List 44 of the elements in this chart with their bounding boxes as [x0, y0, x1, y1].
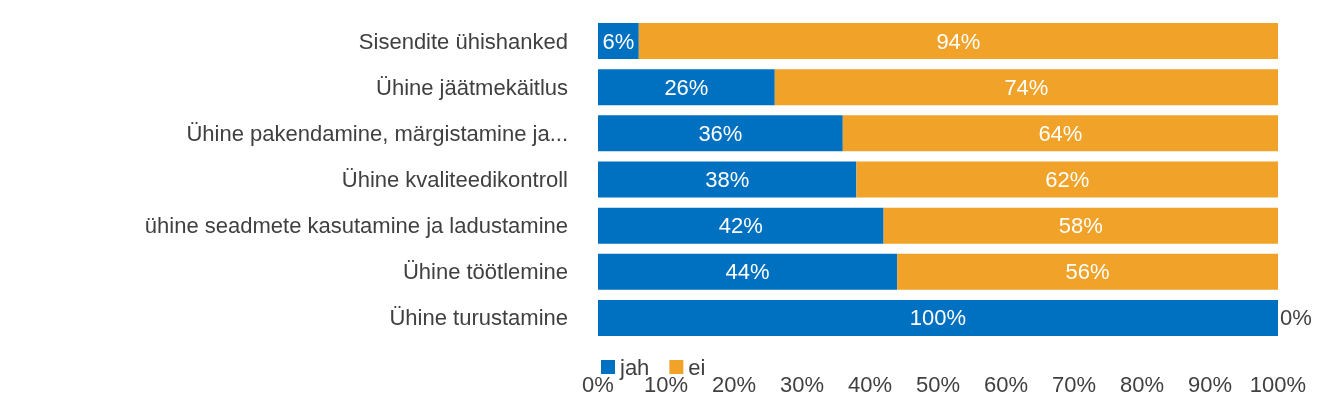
bar: [842, 115, 1278, 152]
data-label: 62%: [1045, 167, 1090, 192]
x-tick-label: 30%: [779, 371, 825, 397]
bar: [638, 23, 1278, 60]
data-label: 26%: [664, 74, 709, 100]
x-tick-label: 0%: [582, 371, 614, 397]
x-tick-label: 20%: [711, 371, 757, 397]
data-label: 56%: [1065, 259, 1110, 285]
x-tick-label: 50%: [915, 371, 961, 397]
x-tick-label: 90%: [1187, 371, 1233, 397]
bar: [598, 299, 1278, 336]
data-label: 58%: [1058, 213, 1103, 239]
x-tick-label: 100%: [1249, 371, 1307, 397]
data-label: 64%: [1038, 120, 1083, 146]
data-label: 36%: [698, 120, 743, 146]
y-tick-label: ühine seadmete kasutamine ja ladustamine: [144, 213, 568, 239]
y-tick-label: Ühine kvaliteedikontroll: [341, 167, 568, 192]
data-label: 100%: [909, 305, 967, 331]
data-label: 44%: [725, 259, 770, 285]
legend-label: ei: [688, 354, 706, 380]
x-tick-label: 40%: [847, 371, 893, 397]
y-tick-label: Ühine jäätmekäitlus: [376, 74, 568, 100]
bar: [598, 69, 775, 106]
x-tick-label: 70%: [1051, 371, 1097, 397]
bar: [897, 253, 1278, 290]
bar: [856, 161, 1278, 198]
data-label: 94%: [936, 28, 981, 54]
bar: [883, 207, 1278, 244]
bar: [774, 69, 1278, 106]
bar: [598, 115, 843, 152]
y-tick-label: Sisendite ühishanked: [358, 28, 568, 54]
y-tick-label: Ühine töötlemine: [402, 259, 568, 285]
bar: [598, 253, 898, 290]
bar: [598, 161, 857, 198]
data-label: 38%: [705, 167, 750, 192]
x-tick-label: 60%: [983, 371, 1029, 397]
x-tick-label: 80%: [1119, 371, 1165, 397]
data-label: 6%: [602, 28, 635, 54]
data-label: 74%: [1004, 74, 1049, 100]
y-tick-label: Ühine pakendamine, märgistamine ja...: [186, 120, 568, 146]
data-label: 42%: [718, 213, 763, 239]
y-tick-label: Ühine turustamine: [389, 305, 568, 331]
bar: [598, 207, 884, 244]
data-label: 0%: [1280, 305, 1312, 331]
